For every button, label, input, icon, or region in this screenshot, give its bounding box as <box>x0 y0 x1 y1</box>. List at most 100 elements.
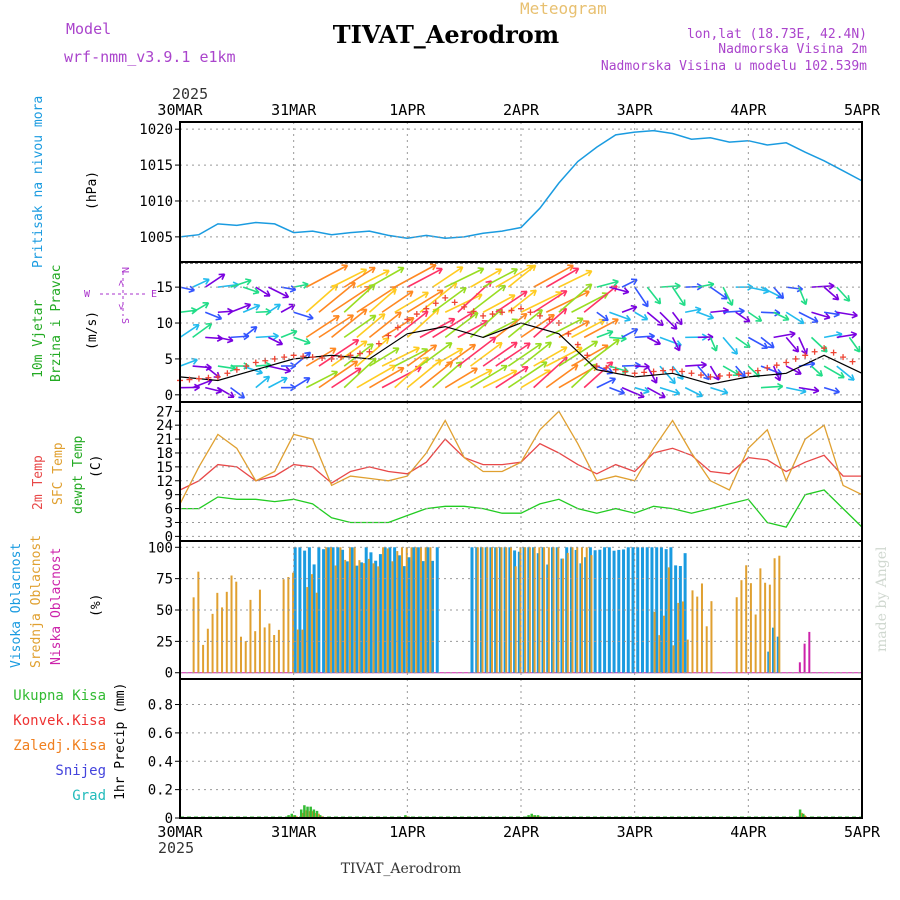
wind-arrowhead <box>673 388 681 396</box>
wind-arrow <box>293 283 309 288</box>
cloud-mid-bar <box>500 547 503 673</box>
gust-marker <box>536 312 543 319</box>
xtick-label-bottom: 30MAR <box>157 823 203 841</box>
wind-arrowhead <box>245 278 252 286</box>
wind-arrowhead <box>848 374 855 381</box>
wind-arrowhead <box>673 344 681 352</box>
panel-frame <box>179 678 863 819</box>
wind-arrow <box>571 292 609 313</box>
precip-bar <box>404 815 407 818</box>
cloud-mid-bar <box>696 596 699 673</box>
wind-arrow <box>432 311 474 339</box>
wind-arrow <box>697 311 714 319</box>
wind-arrowhead <box>721 293 728 300</box>
wind-arrow <box>533 290 568 313</box>
cloud-high-bar <box>588 547 592 673</box>
wind-arrowhead <box>618 388 626 396</box>
wind-arrow <box>710 386 728 394</box>
model-name: wrf-nmm_v3.9.1 e1km <box>64 48 236 66</box>
ytick-label: 25 <box>156 634 173 650</box>
cloud-high-bar <box>498 547 502 673</box>
wind-arrow <box>432 286 467 313</box>
wind-arrowhead <box>641 313 649 321</box>
wind-arrow <box>318 314 354 339</box>
cloud-mid-bar <box>244 641 247 673</box>
wind-unit: (m/s) <box>85 311 100 350</box>
wind-arrow <box>823 333 843 339</box>
cloud-high-bar <box>678 566 682 673</box>
wind-arrowhead <box>354 367 362 375</box>
wind-arrowhead <box>545 341 552 349</box>
wind-arrowhead <box>812 386 820 394</box>
gust-marker <box>366 348 373 355</box>
svg-text:<: < <box>115 280 126 286</box>
cloud-mid-bar <box>235 581 238 673</box>
wind-arrow <box>836 286 851 302</box>
gust-marker <box>697 372 704 379</box>
cloud-mid-bar <box>524 547 527 673</box>
wind-arrow <box>444 343 476 367</box>
cloud-high-bar <box>303 550 307 673</box>
pressure-ylabel: Pritisak na nivou mora <box>31 96 46 268</box>
cloud-mid-bar <box>254 631 257 673</box>
cloud-high-bar <box>565 547 569 673</box>
wind-arrow <box>747 336 768 349</box>
watermark: made by Angel <box>874 546 890 652</box>
cloud-high-bar <box>298 547 302 673</box>
gust-marker <box>811 348 818 355</box>
ytick-label: 15 <box>156 460 173 476</box>
cloud-mid-bar <box>682 601 685 673</box>
wind-arrow <box>293 336 311 344</box>
wind-arrow <box>217 336 234 342</box>
cloud-high-bar <box>541 547 545 673</box>
xtick-label-bottom: 31MAR <box>271 823 317 841</box>
gust-marker <box>773 362 780 369</box>
gust-marker <box>565 330 572 337</box>
wind-arrow <box>583 318 619 339</box>
wind-arrowhead <box>853 345 861 353</box>
wind-arrowhead <box>669 377 676 385</box>
wind-arrow <box>432 266 464 288</box>
cloud-unit: (%) <box>89 594 104 617</box>
precip-bar <box>527 815 530 818</box>
wind-arrowhead <box>583 320 590 327</box>
wind-arrowhead <box>520 290 528 298</box>
wind-arrow <box>432 348 464 367</box>
cloud-mid-bar <box>386 548 389 673</box>
wind-arrowhead <box>535 342 543 350</box>
gust-marker <box>394 324 401 331</box>
wind-arrow <box>697 365 710 380</box>
xtick-label-top: 1APR <box>389 101 426 119</box>
wind-arrowhead <box>471 311 479 319</box>
wind-arrow <box>205 386 222 393</box>
cloud-high-bar <box>435 547 439 673</box>
ytick-label: 0.4 <box>148 754 173 770</box>
gust-marker <box>688 370 695 377</box>
wind-arrow <box>634 311 648 321</box>
gust-marker <box>726 372 733 379</box>
wind-arrowhead <box>622 287 630 295</box>
wind-arrowhead <box>700 361 707 369</box>
gust-marker <box>735 371 742 378</box>
wind-arrowhead <box>456 266 464 273</box>
cloud-high-bar <box>669 547 673 673</box>
wind-arrowhead <box>477 267 485 274</box>
wind-arrowhead <box>713 373 720 381</box>
wind-arrow <box>735 336 751 349</box>
gust-marker <box>584 352 591 359</box>
gust-marker <box>679 368 686 375</box>
gust-marker <box>707 373 714 380</box>
wind-arrow <box>495 366 529 389</box>
wind-arrow <box>368 288 397 313</box>
wind-arrowhead <box>524 342 531 349</box>
cloud-high-bar <box>650 547 654 673</box>
wind-arrow <box>609 336 627 340</box>
precip-bar <box>293 815 297 818</box>
xtick-label-top: 31MAR <box>271 101 317 119</box>
wind-arrow <box>709 365 720 381</box>
wind-arrow <box>836 311 858 317</box>
temp-ylabel-sfc: SFC Temp <box>51 442 66 505</box>
cloud-high-bar <box>579 563 583 673</box>
wind-arrowhead <box>624 314 632 322</box>
cloud-mid-bar <box>268 623 271 673</box>
